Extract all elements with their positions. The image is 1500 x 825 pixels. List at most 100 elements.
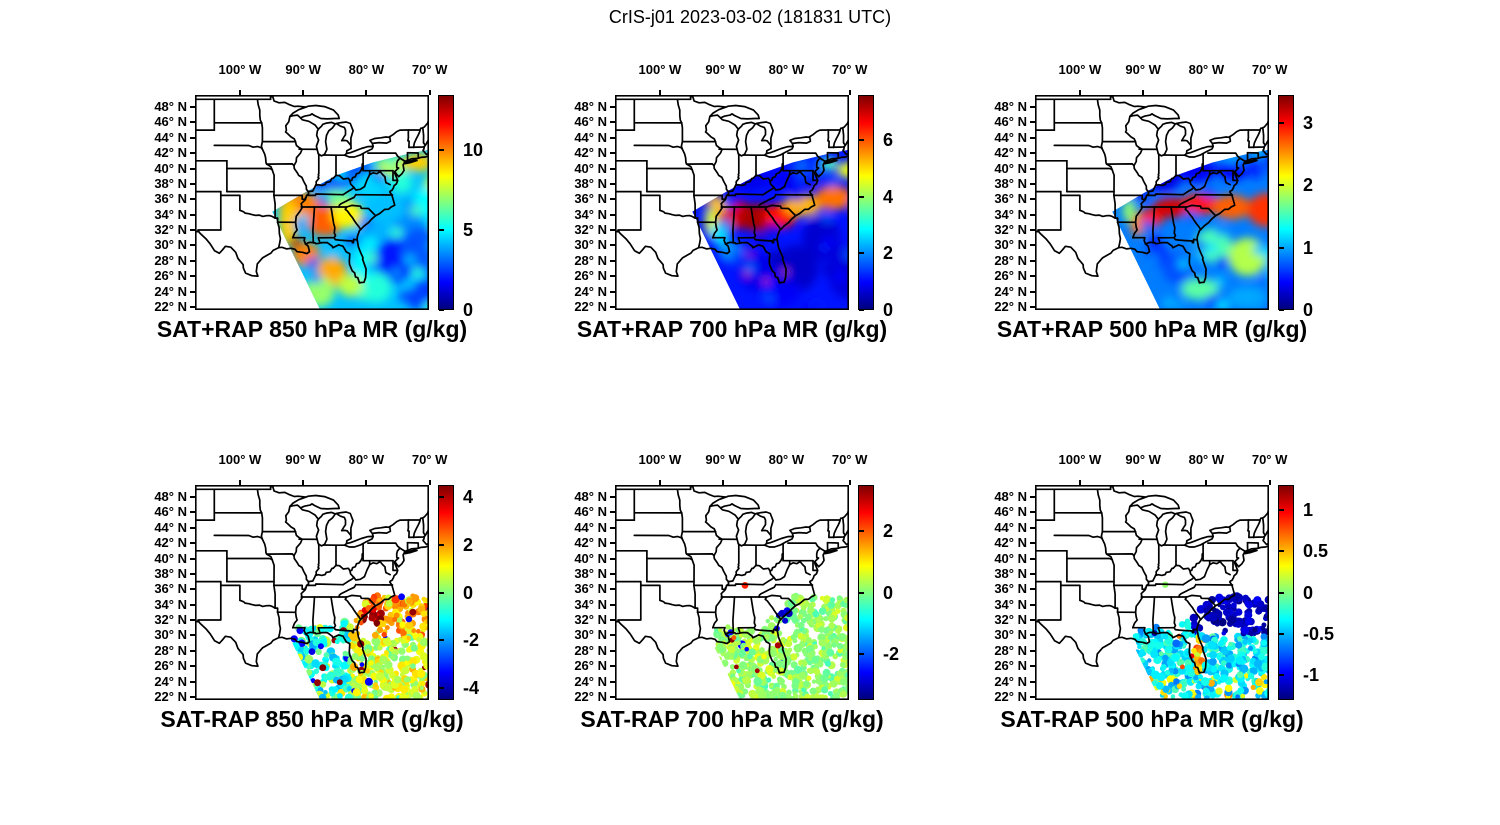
- lat-tick-label: 32° N: [994, 612, 1027, 628]
- panel-sat-minus-rap-850: SAT-RAP 850 hPa MR (g/kg) 100° W 90° W 80°…: [154, 452, 479, 732]
- lon-tick-label: 70° W: [831, 452, 868, 467]
- colorbar-tick-label: -4: [463, 678, 480, 699]
- lat-tick-mark: [610, 588, 615, 591]
- lat-tick-label: 22° N: [574, 688, 607, 704]
- lat-tick-label: 46° N: [574, 504, 607, 520]
- lon-tick-label: 100° W: [638, 62, 682, 77]
- axes-frame: [1035, 485, 1269, 700]
- great-lakes: [709, 104, 838, 165]
- lat-tick-mark: [610, 182, 615, 185]
- lat-tick-label: 32° N: [574, 612, 607, 628]
- lon-tick-mark: [302, 480, 305, 485]
- colorbar-tick-mark: [439, 639, 444, 642]
- lon-tick-label: 90° W: [1125, 452, 1161, 467]
- colorbar-tick-mark: [1279, 550, 1284, 553]
- colorbar-tick-mark: [1279, 674, 1284, 677]
- colorbar-tick-mark: [439, 148, 444, 151]
- colorbar-tick-label: 1: [1303, 499, 1314, 520]
- lat-tick-label: 28° N: [994, 642, 1027, 658]
- colorbar-tick-mark: [439, 543, 444, 546]
- colorbar-tick-mark: [859, 195, 864, 198]
- colorbar-tick-mark: [859, 591, 864, 594]
- panel-title: SAT-RAP 850 hPa MR (g/kg): [160, 706, 464, 732]
- lon-tick-label: 90° W: [705, 452, 741, 467]
- panel-sat-plus-rap-850: SAT+RAP 850 hPa MR (g/kg) 100° W 90° W 80°…: [154, 62, 483, 342]
- lat-tick-mark: [1030, 526, 1035, 529]
- map-canvas: [615, 95, 849, 310]
- axes-frame: [615, 95, 849, 310]
- lat-tick-label: 30° N: [994, 237, 1027, 253]
- lat-tick-label: 36° N: [994, 191, 1027, 207]
- lat-tick-label: 28° N: [154, 252, 187, 268]
- lat-tick-mark: [610, 105, 615, 108]
- lat-tick-mark: [610, 665, 615, 668]
- lat-tick-label: 38° N: [574, 175, 607, 191]
- colorbar-tick-mark: [859, 252, 864, 255]
- lat-tick-mark: [610, 603, 615, 606]
- panel-sat-plus-rap-500: SAT+RAP 500 hPa MR (g/kg) 100° W 90° W 80°…: [994, 62, 1313, 342]
- lat-tick-mark: [1030, 305, 1035, 308]
- lat-tick-label: 26° N: [994, 268, 1027, 284]
- colorbar-tick-mark: [1279, 122, 1284, 125]
- lon-tick-mark: [365, 90, 368, 95]
- lat-tick-label: 22° N: [154, 298, 187, 314]
- colorbar-tick-label: 0: [463, 300, 474, 320]
- lat-tick-mark: [190, 634, 195, 637]
- lat-tick-label: 22° N: [574, 298, 607, 314]
- lat-tick-label: 44° N: [994, 129, 1027, 145]
- lon-tick-label: 80° W: [348, 62, 385, 77]
- lat-tick-label: 40° N: [994, 160, 1027, 176]
- colorbar-tick-label: 0: [1303, 582, 1314, 603]
- lon-tick-label: 70° W: [411, 452, 448, 467]
- lat-tick-mark: [190, 136, 195, 139]
- lat-tick-label: 24° N: [574, 673, 607, 689]
- lat-tick-label: 28° N: [574, 252, 607, 268]
- map-canvas: [615, 485, 849, 700]
- colorbar-tick-mark: [1279, 184, 1284, 187]
- lon-tick-mark: [658, 90, 661, 95]
- lat-tick-mark: [190, 511, 195, 514]
- lon-tick-mark: [428, 480, 431, 485]
- lat-tick-mark: [190, 229, 195, 232]
- lon-tick-mark: [785, 480, 788, 485]
- lat-tick-mark: [610, 542, 615, 545]
- lat-tick-mark: [1030, 198, 1035, 201]
- lat-tick-mark: [190, 680, 195, 683]
- state-borders: [1035, 95, 1269, 284]
- panel-title: SAT-RAP 700 hPa MR (g/kg): [580, 706, 884, 732]
- lat-tick-mark: [1030, 634, 1035, 637]
- lat-tick-mark: [1030, 275, 1035, 278]
- lat-tick-label: 32° N: [574, 222, 607, 238]
- lat-tick-label: 22° N: [994, 688, 1027, 704]
- colorbar-tick-label: 0: [1303, 300, 1314, 320]
- lat-tick-label: 32° N: [154, 222, 187, 238]
- lat-tick-mark: [1030, 542, 1035, 545]
- lat-tick-mark: [190, 572, 195, 575]
- lat-tick-label: 44° N: [154, 129, 187, 145]
- lon-tick-label: 80° W: [768, 62, 805, 77]
- lat-tick-label: 24° N: [994, 673, 1027, 689]
- lat-tick-label: 44° N: [994, 519, 1027, 535]
- lat-tick-mark: [190, 557, 195, 560]
- lat-tick-mark: [190, 649, 195, 652]
- lat-tick-mark: [1030, 105, 1035, 108]
- colorbar-tick-label: 2: [463, 534, 474, 555]
- colorbar-tick-label: 0: [883, 300, 894, 320]
- lat-tick-label: 24° N: [154, 283, 187, 299]
- colorbar-tick-label: 0.5: [1303, 541, 1329, 562]
- data-swath: [289, 592, 429, 700]
- lon-tick-label: 100° W: [638, 452, 682, 467]
- lat-tick-label: 30° N: [574, 627, 607, 643]
- panel-sat-minus-rap-500: SAT-RAP 500 hPa MR (g/kg) 100° W 90° W 80°…: [994, 452, 1334, 732]
- lon-tick-mark: [1142, 90, 1145, 95]
- lon-tick-mark: [722, 480, 725, 485]
- lat-tick-mark: [190, 198, 195, 201]
- colorbar: [1278, 485, 1294, 700]
- lat-tick-mark: [190, 495, 195, 498]
- lat-tick-label: 34° N: [154, 596, 187, 612]
- lon-tick-mark: [238, 90, 241, 95]
- colorbar-tick-mark: [1279, 309, 1284, 311]
- lat-tick-label: 42° N: [574, 145, 607, 161]
- lat-tick-label: 46° N: [154, 504, 187, 520]
- lat-tick-mark: [190, 167, 195, 170]
